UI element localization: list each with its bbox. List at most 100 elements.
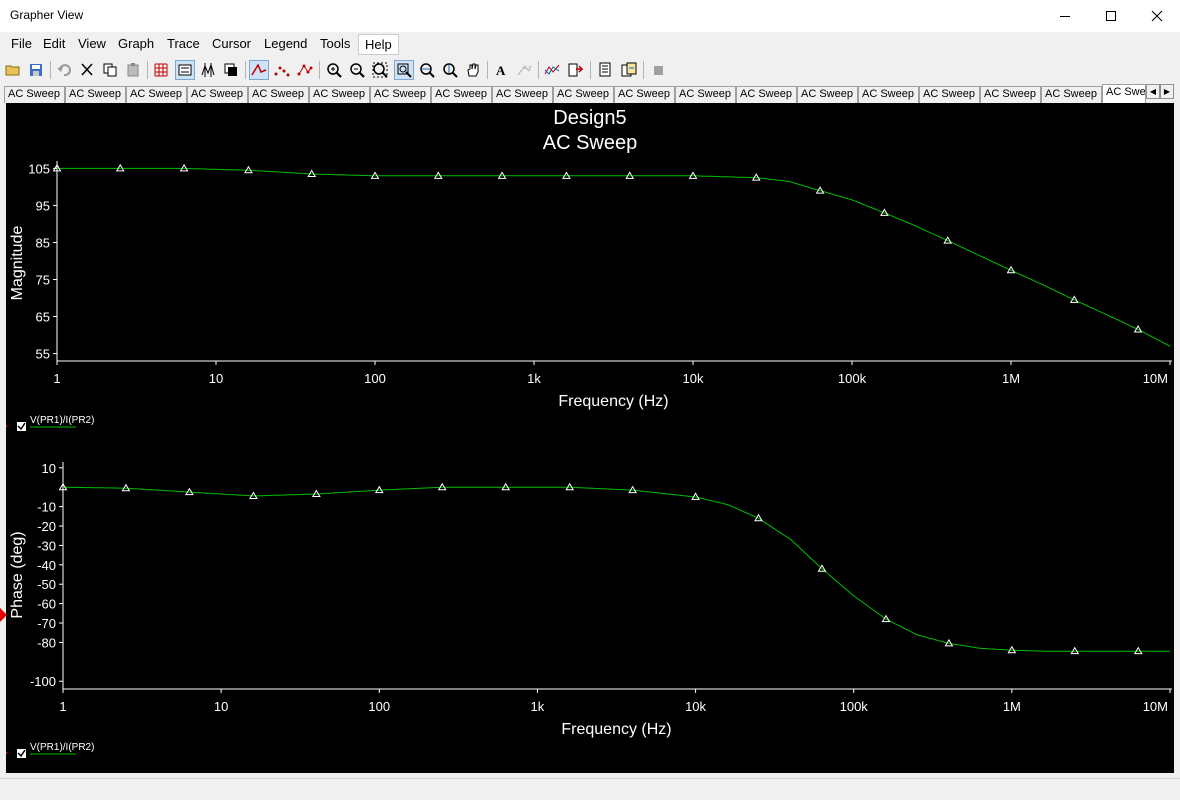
reverse-colors-button[interactable]	[221, 60, 241, 80]
tab-ac-sweep[interactable]: AC Sweep	[736, 86, 797, 103]
print-preview-button[interactable]	[596, 60, 616, 80]
menu-file[interactable]: File	[11, 36, 32, 51]
cut-button[interactable]	[77, 60, 97, 80]
tab-ac-sweep[interactable]: AC Sweep	[4, 86, 65, 103]
grid-button[interactable]	[151, 60, 171, 80]
tab-scroll-right-button[interactable]: ▶	[1160, 84, 1174, 99]
maximize-button[interactable]	[1088, 0, 1134, 32]
trace-line[interactable]	[57, 167, 1171, 347]
toolbar-separator	[319, 61, 320, 79]
trace-marker	[497, 171, 507, 179]
overlay-traces-icon	[544, 64, 560, 75]
tab-ac-sweep[interactable]: AC Sweep	[248, 86, 309, 103]
tab-ac-sweep[interactable]: AC Sweep	[980, 86, 1041, 103]
text-button[interactable]: A	[491, 60, 511, 80]
paste-button[interactable]	[123, 60, 143, 80]
toolbar-separator	[487, 61, 488, 79]
tab-ac-sweep[interactable]: AC Sweep	[187, 86, 248, 103]
points-icon	[274, 66, 290, 77]
tab-ac-sweep[interactable]: AC Sweep	[553, 86, 614, 103]
svg-text:x,y: x,y	[524, 65, 532, 71]
tab-ac-sweep[interactable]: AC Sweep	[614, 86, 675, 103]
zoom-in-button[interactable]	[324, 60, 344, 80]
zoom-out-button[interactable]	[347, 60, 367, 80]
menu-edit[interactable]: Edit	[43, 36, 66, 51]
tab-ac-sweep[interactable]: AC Sweep	[309, 86, 370, 103]
tab-ac-sweep[interactable]: AC Sweep	[1041, 86, 1102, 103]
exchange-button[interactable]	[619, 60, 639, 80]
chevron-left-icon: ◀	[1149, 87, 1157, 96]
stop-button[interactable]	[648, 60, 668, 80]
minimize-button[interactable]	[1042, 0, 1088, 32]
tab-ac-sweep-active[interactable]: AC Swe	[1102, 84, 1146, 103]
trace-marker	[751, 173, 761, 181]
pan-icon	[467, 63, 479, 77]
menu-help[interactable]: Help	[358, 34, 399, 55]
trace-marker	[501, 482, 511, 491]
trace-marker	[1133, 646, 1143, 655]
pan-button[interactable]	[463, 60, 483, 80]
open-icon	[5, 65, 20, 76]
tab-ac-sweep[interactable]: AC Sweep	[370, 86, 431, 103]
toolbar-separator	[643, 61, 644, 79]
menu-tools[interactable]: Tools	[320, 36, 351, 51]
tab-ac-sweep[interactable]: AC Sweep	[919, 86, 980, 103]
trace-marker	[370, 171, 380, 179]
y-tick-label: -30	[37, 538, 56, 553]
trace-marker	[943, 236, 953, 244]
trace-marker	[1007, 645, 1017, 654]
trace-marker	[881, 614, 891, 623]
trace-marker	[437, 482, 447, 491]
tab-ac-sweep[interactable]: AC Sweep	[492, 86, 553, 103]
label-trace-icon: x,y	[517, 65, 532, 76]
tab-ac-sweep[interactable]: AC Sweep	[126, 86, 187, 103]
save-button[interactable]	[26, 60, 46, 80]
legend-label[interactable]: V(PR1)/I(PR2)	[30, 742, 94, 753]
overlay-traces-button[interactable]	[542, 60, 562, 80]
y-tick-label: -60	[37, 597, 56, 612]
tab-ac-sweep[interactable]: AC Sweep	[431, 86, 492, 103]
legend-label[interactable]: V(PR1)/I(PR2)	[30, 415, 94, 426]
tab-ac-sweep[interactable]: AC Sweep	[858, 86, 919, 103]
trace-line[interactable]	[62, 486, 1170, 652]
legend-checkbox[interactable]	[17, 749, 26, 758]
close-button[interactable]	[1134, 0, 1180, 32]
x-axis-label: Frequency (Hz)	[561, 721, 671, 738]
toolbar-separator	[50, 61, 51, 79]
x-tick-label: 10k	[685, 699, 706, 714]
x-tick-label: 10	[214, 699, 228, 714]
x-tick-label: 10M	[1143, 371, 1168, 386]
graph-canvas[interactable]: Design5 AC Sweep 105 95 85 75 65 55 1 10 100 1k 10…	[0, 103, 1174, 773]
menu-cursor[interactable]: Cursor	[212, 36, 252, 51]
lines-button[interactable]	[249, 60, 269, 80]
undo-button[interactable]	[54, 60, 74, 80]
lines-points-button[interactable]	[295, 60, 315, 80]
reverse-colors-icon	[224, 63, 237, 76]
copy-button[interactable]	[100, 60, 120, 80]
x-tick-label: 100	[368, 699, 390, 714]
cursors-button[interactable]	[198, 60, 218, 80]
label-trace-button[interactable]: x,y	[514, 60, 534, 80]
points-button[interactable]	[272, 60, 292, 80]
tab-scroll-left-button[interactable]: ◀	[1146, 84, 1160, 99]
legend-checkbox[interactable]	[17, 422, 26, 431]
trace-marker	[1133, 325, 1143, 333]
tab-ac-sweep[interactable]: AC Sweep	[65, 86, 126, 103]
close-icon	[1151, 10, 1163, 22]
legend-button[interactable]	[175, 60, 195, 80]
zoom-y-button[interactable]	[440, 60, 460, 80]
lines-points-icon	[297, 64, 313, 76]
menu-view[interactable]: View	[78, 36, 106, 51]
menu-legend[interactable]: Legend	[264, 36, 308, 51]
y-tick-label: 55	[36, 347, 50, 362]
menu-graph[interactable]: Graph	[118, 36, 155, 51]
tab-ac-sweep[interactable]: AC Sweep	[797, 86, 858, 103]
menu-trace[interactable]: Trace	[167, 36, 200, 51]
open-button[interactable]	[3, 60, 23, 80]
export-button[interactable]	[565, 60, 585, 80]
zoom-area-button[interactable]	[394, 60, 414, 80]
zoom-full-button[interactable]	[370, 60, 390, 80]
tab-ac-sweep[interactable]: AC Sweep	[675, 86, 736, 103]
zoom-x-button[interactable]	[417, 60, 437, 80]
legend-marker	[6, 424, 8, 428]
